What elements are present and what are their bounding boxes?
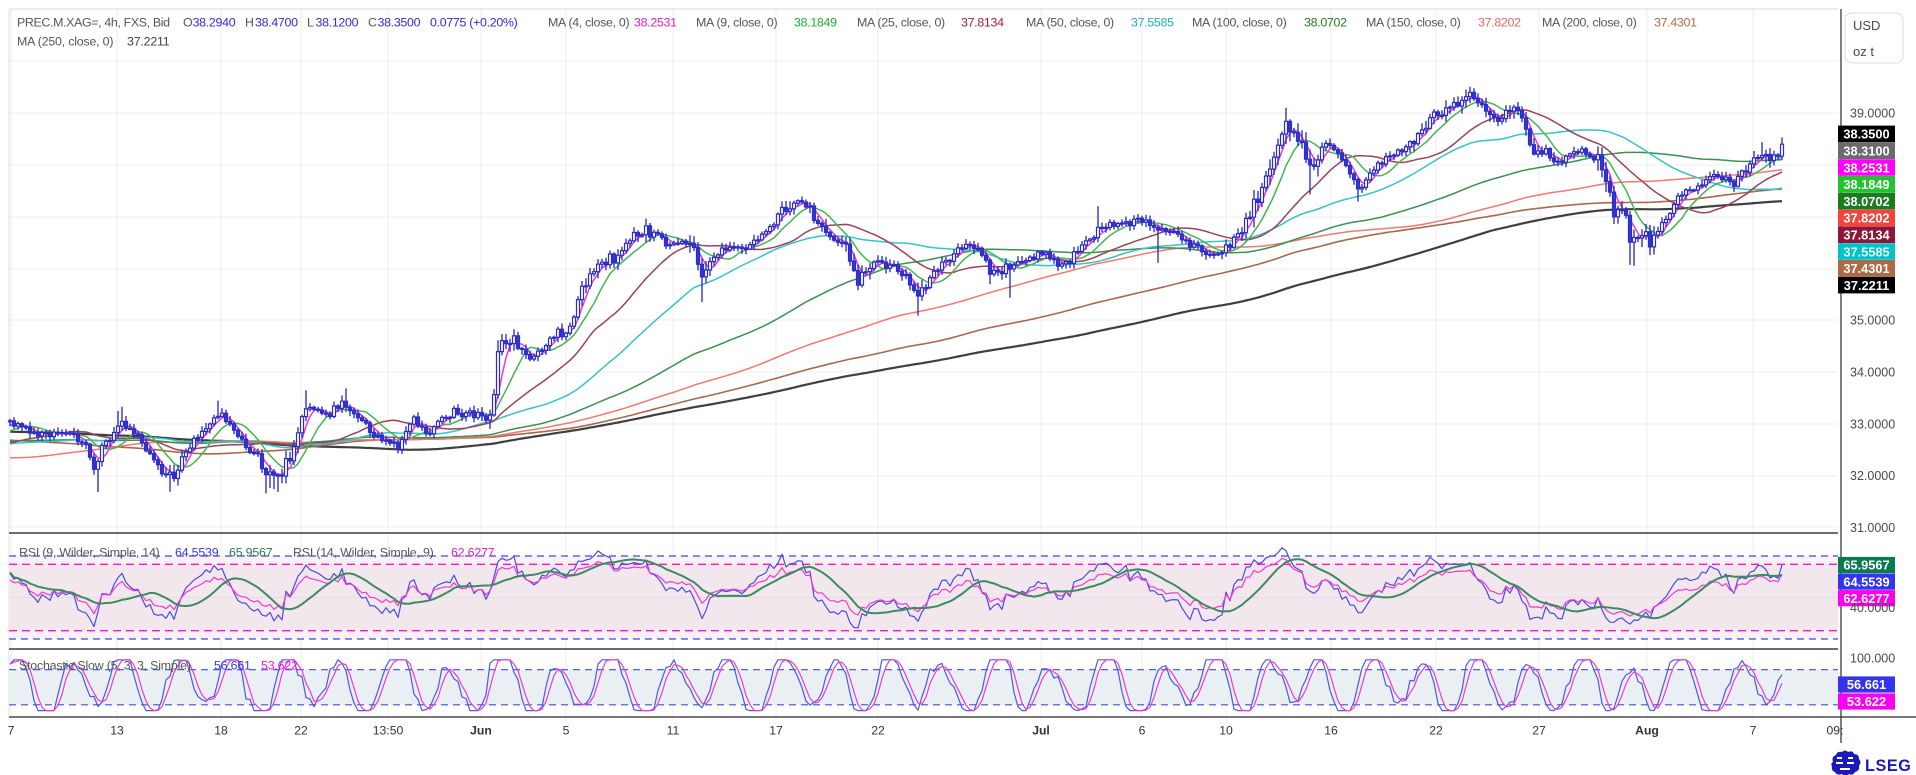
svg-text:22: 22	[871, 724, 885, 738]
svg-text:38.2531: 38.2531	[1843, 160, 1889, 175]
svg-text:22: 22	[1429, 724, 1443, 738]
svg-text:39.0000: 39.0000	[1850, 107, 1895, 121]
svg-text:32.0000: 32.0000	[1850, 469, 1895, 483]
svg-text:38.3100: 38.3100	[1843, 144, 1889, 159]
svg-text:56.661: 56.661	[1847, 677, 1886, 692]
svg-text:53.622: 53.622	[1847, 694, 1886, 709]
svg-text:09:: 09:	[1827, 724, 1844, 738]
svg-text:33.0000: 33.0000	[1850, 417, 1895, 431]
svg-text:oz t: oz t	[1853, 44, 1874, 59]
svg-text:37.8134: 37.8134	[1843, 228, 1890, 243]
svg-text:LSEG: LSEG	[1865, 757, 1911, 775]
svg-text:11: 11	[667, 724, 680, 738]
svg-text:38.1849: 38.1849	[1843, 177, 1889, 192]
svg-text:37.5585: 37.5585	[1843, 244, 1889, 259]
svg-text:MA (250, close, 0)37.2211: MA (250, close, 0) 37.2211	[17, 35, 170, 49]
svg-text:27: 27	[1532, 724, 1546, 738]
svg-text:100.000: 100.000	[1850, 652, 1895, 666]
svg-text:RSI (9, Wilder, Simple, 14)64.: RSI (9, Wilder, Simple, 14) 64.5539 65.956…	[19, 546, 495, 560]
svg-text:Jul: Jul	[1032, 724, 1050, 738]
svg-text:34.0000: 34.0000	[1850, 366, 1895, 380]
svg-text:22: 22	[294, 724, 308, 738]
svg-text:16: 16	[1324, 724, 1338, 738]
svg-text:6: 6	[1139, 724, 1146, 738]
svg-text:62.6277: 62.6277	[1843, 591, 1889, 606]
svg-text:Aug: Aug	[1635, 724, 1659, 738]
svg-text:7: 7	[8, 724, 15, 738]
svg-text:10: 10	[1219, 724, 1233, 738]
svg-text:Jun: Jun	[470, 724, 492, 738]
svg-text:Stochastic Slow (5, 3, 3, Simp: Stochastic Slow (5, 3, 3, Simple) 56.661 5…	[19, 659, 298, 673]
svg-text:17: 17	[769, 724, 783, 738]
svg-text:13: 13	[110, 724, 124, 738]
svg-text:18: 18	[214, 724, 228, 738]
svg-text:7: 7	[1750, 724, 1757, 738]
svg-text:37.8202: 37.8202	[1843, 211, 1889, 226]
svg-text:37.2211: 37.2211	[1844, 278, 1890, 293]
svg-text:35.0000: 35.0000	[1850, 314, 1895, 328]
svg-text:37.4301: 37.4301	[1843, 261, 1889, 276]
svg-text:31.0000: 31.0000	[1850, 521, 1895, 535]
svg-text:38.0702: 38.0702	[1843, 194, 1889, 209]
svg-text:40.0000: 40.0000	[1850, 601, 1895, 615]
svg-text:65.9567: 65.9567	[1843, 558, 1889, 573]
svg-text:38.3500: 38.3500	[1843, 127, 1889, 142]
svg-text:5: 5	[563, 724, 570, 738]
svg-text:13:50: 13:50	[373, 724, 404, 738]
svg-text:64.5539: 64.5539	[1843, 574, 1889, 589]
svg-text:USD: USD	[1853, 18, 1880, 33]
